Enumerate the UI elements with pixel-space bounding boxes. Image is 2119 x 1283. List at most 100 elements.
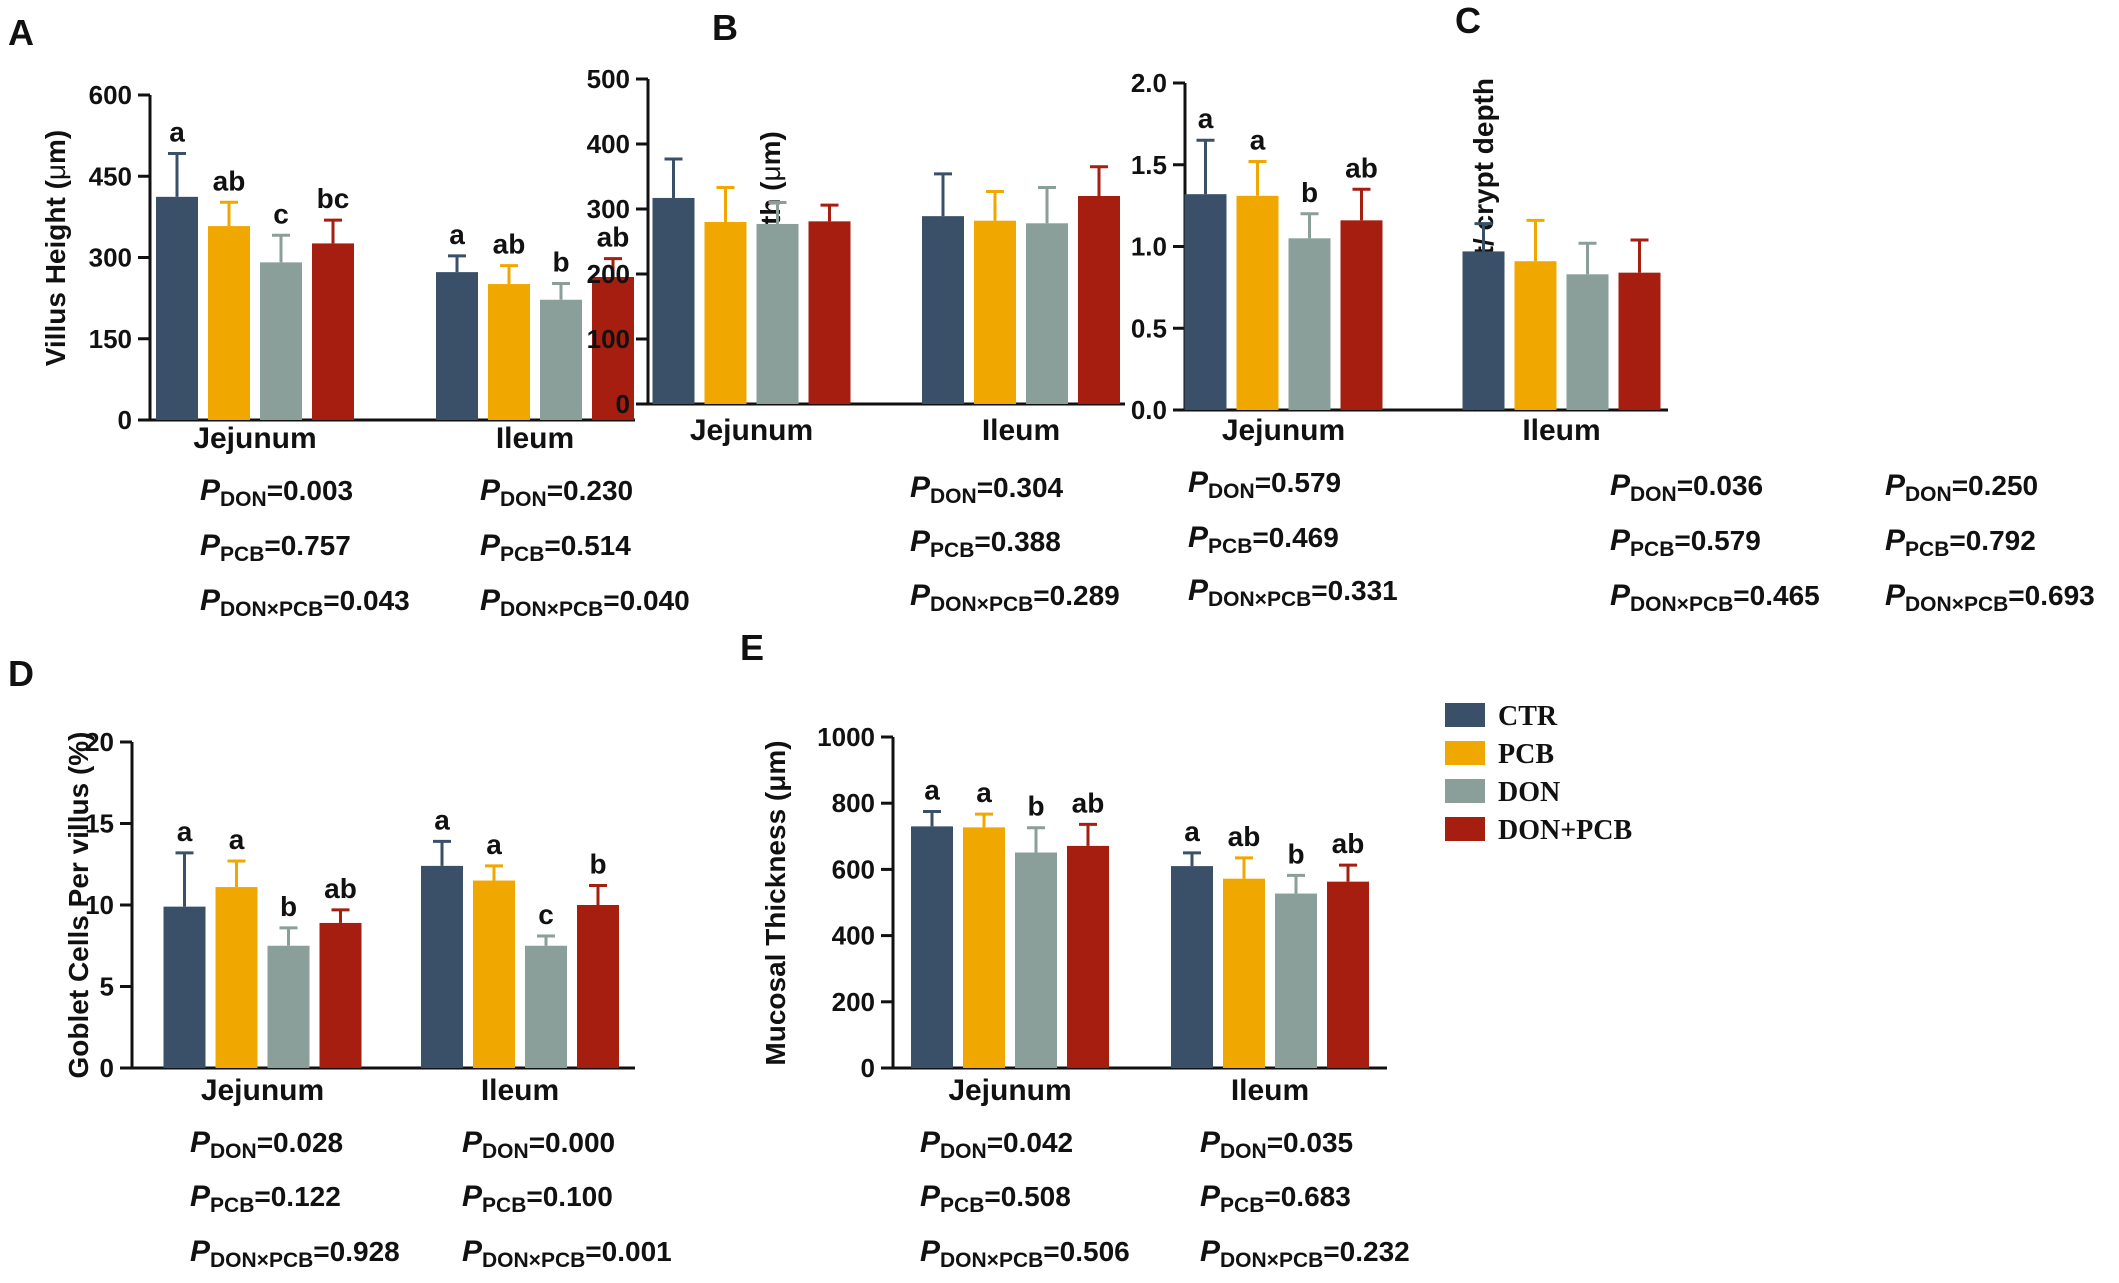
y-tick-label: 0 <box>118 405 132 435</box>
bar-ctr-jejunum <box>156 196 198 420</box>
category-label: Ileum <box>1231 1074 1309 1107</box>
bar-pcb-ileum <box>974 220 1016 404</box>
y-tick-label: 0 <box>616 389 630 419</box>
legend-label: DON+PCB <box>1498 815 1632 846</box>
y-tick-label: 600 <box>832 854 875 884</box>
significance-letter: ab <box>597 222 630 253</box>
bar-don-pcb-ileum <box>577 905 619 1068</box>
bar-don-pcb-jejunum <box>312 243 354 420</box>
y-tick-label: 500 <box>587 64 630 94</box>
p-value: PPCB=0.100 <box>462 1180 613 1217</box>
bar-don-jejunum <box>267 945 310 1068</box>
p-value: PDON×PCB=0.331 <box>1188 574 1398 611</box>
legend-swatch-pcb <box>1445 741 1485 765</box>
significance-letter: b <box>589 848 606 879</box>
category-label: Ileum <box>982 414 1060 447</box>
p-value: PDON=0.250 <box>1885 469 2038 506</box>
y-tick-label: 15 <box>85 809 114 839</box>
legend: CTR PCB DON DON+PCB <box>1445 701 1632 846</box>
bar-pcb-ileum <box>488 284 530 420</box>
significance-letter: c <box>273 198 289 229</box>
bar-don-pcb-jejunum <box>1340 220 1383 410</box>
y-tick-label: 10 <box>85 890 114 920</box>
y-tick-label: 5 <box>100 972 114 1002</box>
significance-letter: a <box>434 804 450 835</box>
y-tick-label: 150 <box>89 324 132 354</box>
significance-letter: a <box>1198 103 1214 134</box>
category-label: Ileum <box>496 422 574 455</box>
significance-letter: a <box>449 219 465 250</box>
bar-don-ileum <box>1275 893 1317 1068</box>
significance-letter: bc <box>317 183 350 214</box>
p-value: PDON=0.035 <box>1200 1126 1353 1163</box>
category-label: Jejunum <box>1222 414 1345 447</box>
category-label: Ileum <box>481 1074 559 1107</box>
p-value: PDON×PCB=0.465 <box>1610 579 1820 616</box>
bar-don-ileum <box>1566 274 1609 410</box>
p-value: PDON=0.000 <box>462 1126 615 1163</box>
legend-swatch-ctr <box>1445 703 1485 727</box>
p-value: PPCB=0.388 <box>910 525 1061 562</box>
y-tick-label: 600 <box>89 80 132 110</box>
p-value: PDON×PCB=0.040 <box>480 584 690 621</box>
bar-don-ileum <box>1026 223 1068 404</box>
significance-letter: a <box>924 774 940 805</box>
significance-letter: a <box>1250 124 1266 155</box>
p-value: PDON×PCB=0.001 <box>462 1235 672 1272</box>
significance-letter: ab <box>213 165 246 196</box>
bar-don-pcb-jejunum <box>808 221 851 404</box>
y-tick-label: 400 <box>832 921 875 951</box>
p-value: PPCB=0.579 <box>1610 524 1761 561</box>
y-tick-label: 200 <box>587 259 630 289</box>
y-tick-label: 450 <box>89 161 132 191</box>
significance-letter: a <box>486 829 502 860</box>
bar-ctr-jejunum <box>911 826 953 1068</box>
p-value: PPCB=0.792 <box>1885 524 2036 561</box>
bar-don-pcb-jejunum <box>1067 845 1109 1068</box>
legend-label: DON <box>1498 777 1560 808</box>
y-tick-label: 300 <box>89 243 132 273</box>
significance-letter: b <box>280 891 297 922</box>
bar-pcb-ileum <box>1514 261 1557 410</box>
p-value: PDON=0.304 <box>910 471 1064 508</box>
p-value: PPCB=0.683 <box>1200 1180 1351 1217</box>
y-tick-label: 0 <box>100 1053 114 1083</box>
bar-pcb-jejunum <box>963 827 1005 1068</box>
p-value: PPCB=0.508 <box>920 1180 1071 1217</box>
p-value: PDON=0.042 <box>920 1126 1073 1163</box>
significance-letter: b <box>1301 177 1318 208</box>
bar-ctr-ileum <box>436 272 478 420</box>
significance-letter: a <box>976 777 992 808</box>
significance-letter: ab <box>1332 828 1365 859</box>
significance-letter: a <box>229 824 245 855</box>
y-tick-label: 0 <box>861 1053 875 1083</box>
panel-label: A <box>8 12 34 53</box>
bar-pcb-jejunum <box>704 222 747 404</box>
significance-letter: a <box>1184 816 1200 847</box>
significance-letter: b <box>1287 838 1304 869</box>
panel-B: B0100200300400500Crypt Depth (μm)Jejunum… <box>587 7 1398 616</box>
p-value: PDON=0.036 <box>1610 469 1763 506</box>
bar-don-pcb-ileum <box>592 277 634 420</box>
significance-letter: ab <box>1228 821 1261 852</box>
y-tick-label: 100 <box>587 324 630 354</box>
legend-label: PCB <box>1498 739 1554 770</box>
bar-don-pcb-jejunum <box>319 922 362 1068</box>
p-value: PDON×PCB=0.928 <box>190 1235 400 1272</box>
bar-don-ileum <box>540 299 582 420</box>
bar-pcb-jejunum <box>1236 195 1279 410</box>
p-value: PDON=0.579 <box>1188 466 1341 503</box>
significance-letter: b <box>1027 791 1044 822</box>
significance-letter: a <box>177 816 193 847</box>
p-value: PDON×PCB=0.693 <box>1885 579 2095 616</box>
y-tick-label: 400 <box>587 129 630 159</box>
legend-swatch-don-pcb <box>1445 817 1485 841</box>
bar-ctr-ileum <box>421 865 463 1068</box>
panel-label: C <box>1455 0 1481 41</box>
p-value: PDON×PCB=0.506 <box>920 1235 1130 1272</box>
panel-label: E <box>740 627 764 668</box>
bar-ctr-jejunum <box>163 906 206 1068</box>
y-tick-label: 0.5 <box>1131 313 1167 343</box>
